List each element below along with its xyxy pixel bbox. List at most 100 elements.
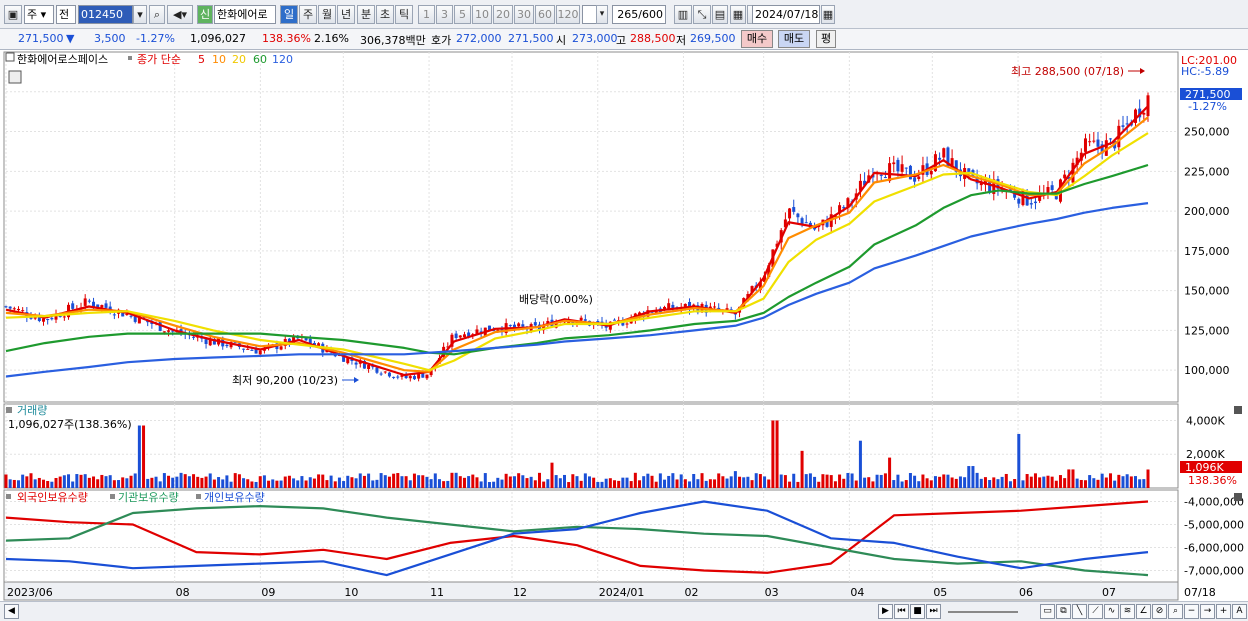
tool-angle-icon[interactable]: ∠ [1136, 604, 1151, 619]
minute-btn-120[interactable]: 120 [556, 5, 580, 24]
candle-body [429, 368, 433, 376]
volume-bar [946, 474, 950, 488]
candle-body [387, 372, 391, 377]
volume-bar [792, 473, 796, 488]
date-input[interactable]: 2024/07/18 [752, 5, 820, 24]
volume-bar [671, 473, 675, 488]
volume-bar [967, 466, 971, 488]
volume-bar [1075, 478, 1079, 488]
minute-btn-60[interactable]: 60 [535, 5, 555, 24]
volume-bar [779, 474, 783, 488]
tool-fib-icon[interactable]: ≋ [1120, 604, 1135, 619]
market-select[interactable]: 주 ▾ [24, 5, 54, 24]
hoga-label: 호가 [431, 34, 452, 47]
volume-bar [900, 481, 904, 488]
minute-btn-3[interactable]: 3 [436, 5, 453, 24]
candle-body [492, 330, 496, 332]
first-page-icon[interactable]: ⏮ [894, 604, 909, 619]
chart-area[interactable]: 2023/06 08 09 10 11 12 2024/01 02 03 04 05 06 07 07/1… [0, 50, 1248, 602]
candle-body [129, 315, 133, 317]
period-tab-month[interactable]: 월 [318, 5, 336, 24]
save-icon[interactable]: ▤ [712, 5, 728, 24]
candle-body [242, 348, 246, 350]
volume-bar [1004, 473, 1008, 488]
calculator-icon[interactable] [8, 70, 22, 84]
volume-bar [75, 474, 79, 488]
eval-button[interactable]: 평 [816, 30, 836, 48]
arrow-icon[interactable]: → [1200, 604, 1215, 619]
volume-bar [162, 473, 166, 488]
volume-bar [975, 472, 979, 488]
new-badge: 신 [197, 5, 213, 24]
scroll-left-icon[interactable]: ◀ [4, 604, 19, 619]
calendar-icon[interactable]: ▦ [821, 5, 835, 24]
text-tool-icon[interactable]: A [1232, 604, 1247, 619]
zoom-slider[interactable] [948, 611, 1018, 613]
buy-button[interactable]: 매수 [741, 30, 773, 48]
volume-bar [237, 474, 241, 488]
volume-bar [454, 472, 458, 488]
volume-bar [312, 478, 316, 488]
count-input[interactable]: 265/600 [612, 5, 666, 24]
plus-icon[interactable]: + [1216, 604, 1231, 619]
holdings-close-icon[interactable] [1234, 493, 1242, 501]
minute-btn-20[interactable]: 20 [493, 5, 513, 24]
code-dropdown-icon[interactable]: ▾ [133, 5, 147, 24]
candle-body [796, 213, 800, 218]
window-menu-icon[interactable]: ▣ [4, 5, 22, 24]
volume-bar [654, 481, 658, 488]
y-tick-label: 175,000 [1184, 245, 1230, 258]
volume-bar [617, 480, 621, 488]
volume-bar [475, 477, 479, 488]
volume-bar [329, 475, 333, 488]
search-icon[interactable]: ⌕ [149, 5, 165, 24]
period-tab-tick[interactable]: 틱 [395, 5, 413, 24]
minus-icon[interactable]: − [1184, 604, 1199, 619]
tool-wave-icon[interactable]: ∿ [1104, 604, 1119, 619]
zoom-in-icon[interactable]: ⌕ [1168, 604, 1183, 619]
tool-trend-icon[interactable]: ⟋ [1088, 604, 1103, 619]
prefix-select[interactable]: 전 [56, 5, 76, 24]
custom-minute-dropdown-icon[interactable]: ▾ [596, 5, 608, 24]
candle-body [933, 154, 937, 172]
sell-button[interactable]: 매도 [778, 30, 810, 48]
tool-copy-icon[interactable]: ⧉ [1056, 604, 1071, 619]
stop-icon[interactable]: ■ [910, 604, 925, 619]
volume-value: 1,096,027 [190, 32, 246, 45]
tool-rect-icon[interactable]: ▭ [1040, 604, 1055, 619]
volume-bar [492, 481, 496, 488]
candle-body [104, 303, 108, 308]
minute-btn-30[interactable]: 30 [514, 5, 534, 24]
minute-btn-1[interactable]: 1 [418, 5, 435, 24]
vol-tick-label: 2,000K [1186, 448, 1225, 461]
volume-close-icon[interactable] [1234, 406, 1242, 414]
speaker-icon[interactable]: ◀▾ [167, 5, 193, 24]
volume-bar [21, 474, 25, 488]
volume-bar [446, 480, 450, 488]
tool-cycle-icon[interactable]: ⊘ [1152, 604, 1167, 619]
chart-canvas[interactable]: 2023/06 08 09 10 11 12 2024/01 02 03 04 05 06 07 07/1… [0, 50, 1248, 602]
date-axis [3, 581, 1179, 601]
scroll-bar[interactable]: ◀ ▶ ⏮ ■ ⏭ ▭ ⧉ ╲ ⟋ ∿ ≋ ∠ ⊘ ⌕ − → + A [0, 601, 1248, 621]
last-page-icon[interactable]: ⏭ [926, 604, 941, 619]
legend-box-icon[interactable] [5, 52, 15, 62]
period-tab-second[interactable]: 초 [376, 5, 394, 24]
scroll-right-icon[interactable]: ▶ [878, 604, 893, 619]
period-tab-minute[interactable]: 분 [357, 5, 375, 24]
period-tab-day[interactable]: 일 [280, 5, 298, 24]
minute-btn-10[interactable]: 10 [472, 5, 492, 24]
period-tab-year[interactable]: 년 [337, 5, 355, 24]
compare-icon[interactable]: ⤡ [693, 5, 711, 24]
candle-body [938, 157, 942, 160]
low-price: 269,500 [690, 32, 736, 45]
print-icon[interactable]: ▦ [730, 5, 746, 24]
candle-type-icon[interactable]: ▥ [674, 5, 692, 24]
tool-line-icon[interactable]: ╲ [1072, 604, 1087, 619]
code-input[interactable]: 012450 [78, 5, 133, 24]
volume-bar [133, 473, 137, 488]
volume-bar [879, 474, 883, 488]
minute-btn-5[interactable]: 5 [454, 5, 471, 24]
period-tab-week[interactable]: 주 [299, 5, 317, 24]
volume-bar [754, 473, 758, 488]
volume-bar [125, 478, 129, 488]
